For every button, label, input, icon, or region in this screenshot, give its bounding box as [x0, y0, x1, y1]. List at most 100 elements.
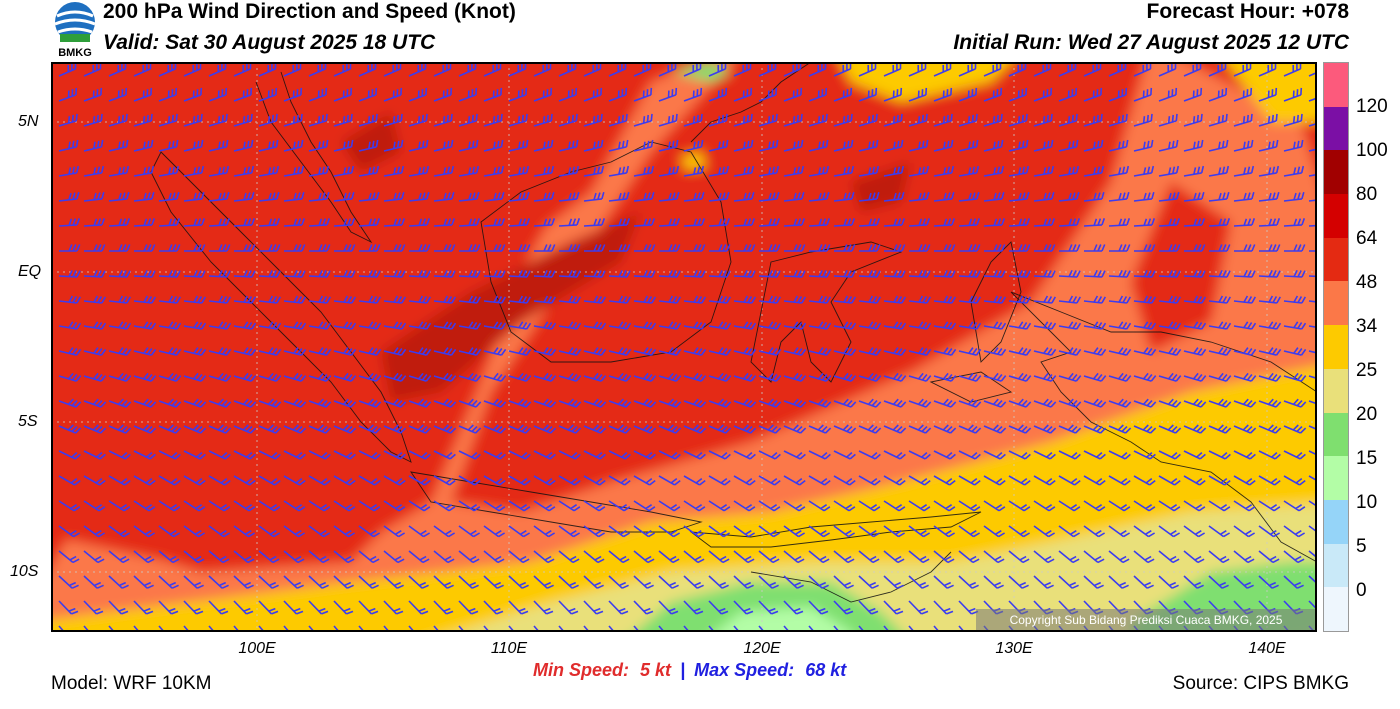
wind-barb [358, 550, 380, 564]
wind-barb [783, 550, 805, 564]
wind-barb [958, 347, 982, 356]
wind-barb [958, 500, 981, 512]
wind-barb [933, 475, 956, 486]
wind-barb [233, 113, 253, 127]
wind-barb [283, 550, 305, 564]
wind-barb [308, 525, 331, 538]
wind-barb [508, 191, 530, 202]
wind-barb [758, 372, 782, 382]
wind-barb [158, 87, 178, 102]
wind-barb [258, 87, 278, 102]
wind-barb [108, 500, 131, 512]
wind-barb [1008, 218, 1031, 227]
wind-barb [283, 398, 307, 408]
wind-barb [783, 600, 804, 615]
wind-barb [1208, 450, 1231, 460]
wind-barb [1283, 269, 1306, 278]
wind-barb [808, 550, 830, 564]
wind-barb [483, 500, 506, 512]
wind-barb [708, 269, 731, 278]
wind-barb [1008, 575, 1029, 589]
wind-barb [1008, 321, 1032, 330]
wind-barb [1208, 398, 1232, 408]
wind-barb [358, 165, 380, 177]
wind-barb [558, 139, 579, 152]
wind-barb [283, 347, 307, 356]
wind-barb [1258, 550, 1280, 564]
wind-barb [833, 450, 856, 460]
wind-barb [508, 139, 529, 152]
wind-barb [58, 575, 79, 589]
wind-barb [958, 372, 982, 382]
source-label: Source: CIPS BMKG [1172, 673, 1349, 694]
wind-barb [1058, 550, 1080, 564]
wind-map: Copyright Sub Bidang Prediksi Cuaca BMKG… [31, 42, 1337, 652]
wind-barb [108, 87, 128, 102]
wind-barb [1158, 269, 1181, 278]
wind-barb [883, 398, 907, 408]
wind-barb [533, 575, 554, 589]
wind-barb [1183, 575, 1204, 589]
max-speed-label: Max Speed: [694, 660, 795, 680]
wind-barb [383, 321, 407, 330]
wind-barb [1033, 550, 1055, 564]
wind-barb [983, 87, 1003, 102]
wind-barb [733, 372, 757, 382]
wind-barb [1258, 450, 1281, 460]
wind-barb [483, 600, 504, 615]
wind-barb [983, 398, 1007, 408]
wind-barb [583, 475, 606, 486]
wind-barb [1108, 87, 1128, 102]
wind-barb [83, 87, 103, 102]
wind-barb [308, 218, 331, 227]
wind-barb [158, 450, 181, 460]
wind-barb [958, 450, 981, 460]
wind-barb [1058, 165, 1080, 177]
wind-barb [583, 113, 603, 127]
wind-barb [1258, 139, 1279, 152]
wind-barb [558, 165, 580, 177]
wind-barb [1283, 398, 1307, 408]
wind-barb [633, 575, 654, 589]
wind-barb [1158, 398, 1182, 408]
colorbar-segment [1324, 106, 1348, 151]
wind-barb [483, 61, 502, 77]
wind-barb [633, 295, 656, 304]
wind-barb [733, 424, 757, 434]
wind-barb [683, 139, 704, 152]
wind-barb [258, 218, 281, 227]
wind-barb [458, 218, 481, 227]
wind-barb [433, 550, 455, 564]
wind-barb [933, 218, 956, 227]
wind-barb [1083, 165, 1105, 177]
wind-barb [1258, 295, 1281, 304]
wind-barb [609, 244, 631, 252]
wind-barb [233, 372, 257, 382]
wind-barb [1283, 113, 1303, 127]
wind-barb [583, 165, 605, 177]
wind-barb [1208, 61, 1227, 77]
wind-barb [1058, 500, 1081, 512]
wind-barb [183, 424, 207, 434]
wind-barb [483, 398, 507, 408]
wind-barb [858, 165, 880, 177]
wind-barb [359, 244, 381, 252]
wind-barb [283, 191, 305, 202]
wind-barb [384, 244, 406, 252]
wind-barb [483, 321, 507, 330]
colorbar-label-20: 20 [1356, 404, 1378, 425]
wind-barb [408, 525, 431, 538]
wind-barb [908, 113, 928, 127]
wind-barb [1158, 450, 1181, 460]
wind-barb [1208, 500, 1231, 512]
wind-barb [1008, 398, 1032, 408]
wind-barb [483, 269, 506, 278]
wind-barb [808, 475, 831, 486]
wind-barb [833, 218, 856, 227]
wind-barb [408, 61, 427, 77]
wind-barb [633, 139, 654, 152]
wind-barb [633, 165, 655, 177]
wind-barb [308, 575, 329, 589]
wind-barb [858, 550, 880, 564]
wind-barb [983, 165, 1005, 177]
